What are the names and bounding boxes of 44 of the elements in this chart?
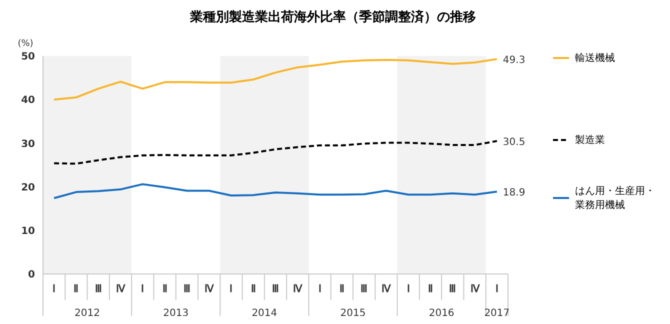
chart-title: 業種別製造業出荷海外比率（季節調整済）の推移 <box>189 8 477 26</box>
x-tick-label: Ⅰ <box>495 284 498 295</box>
x-tick-label: Ⅲ <box>360 284 368 295</box>
x-tick-label: Ⅳ <box>293 284 304 295</box>
x-tick-label: Ⅰ <box>141 284 144 295</box>
x-tick-label: Ⅲ <box>183 284 190 295</box>
legend-label: 輸送機械 <box>575 52 615 66</box>
y-tick-label: 30 <box>21 138 36 150</box>
y-tick-label: 10 <box>21 226 36 237</box>
text: 2014 <box>252 308 278 319</box>
y-axis-title: (%) <box>18 39 34 49</box>
x-tick-label: Ⅳ <box>204 284 215 295</box>
line-series <box>53 140 498 165</box>
x-tick-label: Ⅰ <box>406 284 410 295</box>
x-tick-label: Ⅳ <box>382 284 392 295</box>
x-tick-label: Ⅳ <box>116 284 126 295</box>
data-label: 30.5 <box>502 137 526 148</box>
y-tick-label: 0 <box>28 270 36 281</box>
x-tick-label: Ⅱ <box>250 284 256 295</box>
line-series <box>53 183 498 200</box>
text: 2016 <box>428 308 454 319</box>
legend-label: はん用・生産用・業務用機械 <box>575 184 656 212</box>
data-label: 49.3 <box>502 55 526 66</box>
x-tick-label: Ⅱ <box>162 284 168 295</box>
text: 2013 <box>163 308 189 319</box>
x-tick-label: Ⅲ <box>272 284 279 295</box>
y-tick-label: 20 <box>21 182 36 194</box>
line-series <box>53 58 498 101</box>
x-tick-label: Ⅳ <box>470 284 480 295</box>
legend-label: 製造業 <box>575 134 605 148</box>
x-tick-label: Ⅰ <box>52 284 56 295</box>
y-tick-label: 50 <box>21 52 36 63</box>
x-tick-label: Ⅲ <box>449 284 456 295</box>
text: 2012 <box>74 308 100 319</box>
y-tick-label: 40 <box>21 95 36 106</box>
x-tick-label: Ⅰ <box>318 284 322 295</box>
x-tick-label: Ⅱ <box>339 284 344 295</box>
x-tick-label: Ⅰ <box>230 284 233 295</box>
x-tick-label: Ⅱ <box>74 284 79 295</box>
x-tick-label: Ⅲ <box>94 284 102 295</box>
x-tick-label: Ⅱ <box>428 284 433 295</box>
data-label: 18.9 <box>502 188 526 199</box>
text: 2017 <box>484 308 510 319</box>
text: 2015 <box>340 308 366 319</box>
